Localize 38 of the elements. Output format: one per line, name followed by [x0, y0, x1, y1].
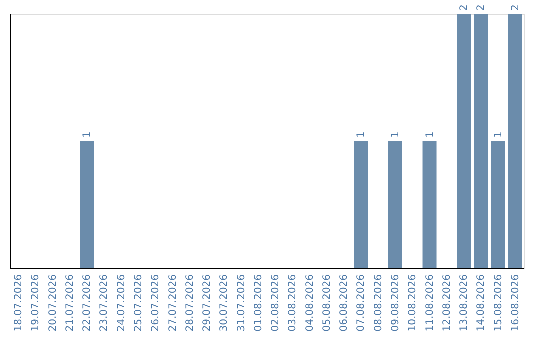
x-tick-label: 15.08.2026 — [493, 274, 504, 332]
data-label: 2 — [459, 4, 470, 11]
data-label: 2 — [510, 4, 522, 11]
x-tick-label: 01.08.2026 — [253, 274, 264, 332]
data-label: 1 — [424, 132, 436, 138]
x-tick-label: 10.08.2026 — [408, 274, 419, 332]
x-tick-label: 24.07.2026 — [116, 274, 128, 332]
x-tick-label: 04.08.2026 — [304, 274, 316, 332]
x-tick-label: 20.07.2026 — [48, 274, 59, 332]
x-tick-label: 07.08.2026 — [356, 274, 368, 332]
x-tick-label: 28.07.2026 — [184, 274, 196, 332]
data-label: 2 — [476, 4, 488, 11]
data-label: 1 — [82, 132, 94, 138]
x-tick-label: 19.07.2026 — [30, 274, 42, 332]
x-tick-label: 31.07.2026 — [236, 274, 248, 332]
x-tick-label: 30.07.2026 — [219, 274, 230, 332]
data-label: 1 — [493, 132, 504, 138]
x-tick-label: 08.08.2026 — [373, 274, 384, 332]
x-tick-label: 27.07.2026 — [168, 274, 179, 332]
data-label: 1 — [356, 132, 368, 138]
x-tick-label: 26.07.2026 — [150, 274, 162, 332]
data-label: 1 — [390, 132, 402, 138]
x-tick-label: 13.08.2026 — [459, 274, 470, 332]
x-tick-label: 03.08.2026 — [288, 274, 299, 332]
x-tick-label: 23.07.2026 — [99, 274, 110, 332]
x-tick-label: 11.08.2026 — [424, 274, 436, 332]
x-tick-label: 25.07.2026 — [134, 274, 144, 332]
x-tick-label: 16.08.2026 — [510, 274, 522, 332]
x-tick-label: 29.07.2026 — [202, 274, 214, 332]
x-tick-label: 22.07.2026 — [82, 274, 94, 332]
x-tick-label: 05.08.2026 — [322, 274, 333, 332]
x-tick-label: 06.08.2026 — [339, 274, 350, 332]
x-tick-label: 12.08.2026 — [442, 274, 453, 332]
x-tick-label: 09.08.2026 — [390, 274, 402, 332]
x-tick-label: 21.07.2026 — [64, 274, 76, 332]
x-tick-label: 02.08.2026 — [270, 274, 282, 332]
x-tick-label: 18.07.2026 — [14, 274, 25, 332]
x-tick-label: 14.08.2026 — [476, 274, 488, 332]
